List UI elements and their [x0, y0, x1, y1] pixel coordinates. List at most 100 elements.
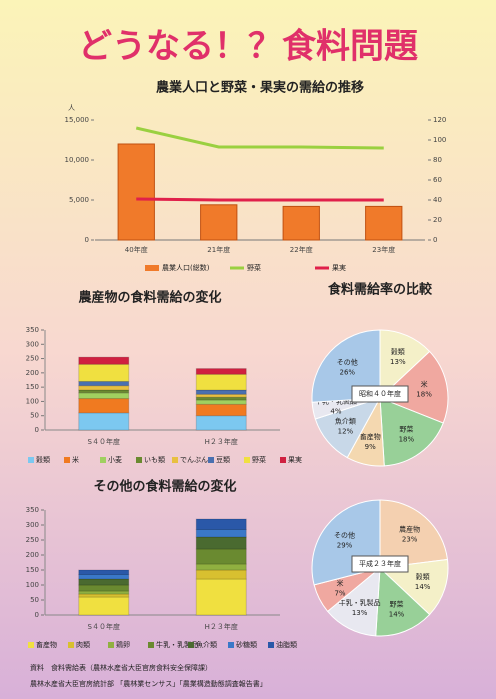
legend-swatch — [244, 457, 250, 463]
bar-segment — [195, 536, 247, 550]
bar-segment — [195, 578, 247, 616]
y-tick-label: 10,000 — [65, 156, 90, 164]
pie-slice — [311, 329, 381, 403]
y-tick-label: 300 — [26, 340, 39, 348]
y-tick-label: 50 — [30, 412, 39, 420]
slice-label: 野菜 — [399, 424, 413, 433]
slice-label: その他 — [334, 530, 355, 539]
bar — [365, 205, 403, 241]
slice-label: 米 — [337, 578, 344, 587]
legend-swatch — [28, 642, 34, 648]
x-tick-label: H２３年度 — [205, 622, 238, 631]
x-tick-label: S４０年度 — [88, 622, 120, 631]
slice-label: 牛乳・乳製品 — [339, 598, 381, 607]
legend-swatch — [100, 457, 106, 463]
slice-value: 7% — [334, 589, 345, 597]
y-tick-label: 0 — [35, 611, 39, 619]
pie-slice — [379, 397, 444, 467]
y-tick-label: 150 — [26, 383, 39, 391]
y-tick-label: 0 — [433, 236, 437, 244]
bar-segment — [195, 403, 247, 417]
y-tick-label: 0 — [35, 426, 39, 434]
slice-value: 13% — [352, 609, 368, 617]
bar-segment — [195, 399, 247, 405]
bar-segment — [195, 569, 247, 580]
pie-slice — [326, 566, 381, 637]
y-tick-label: 100 — [26, 581, 39, 589]
legend-label: 肉類 — [76, 640, 90, 649]
legend-swatch — [136, 457, 142, 463]
slice-label: 農産物 — [399, 524, 420, 533]
bar-segment — [78, 398, 130, 414]
y-tick-label: 20 — [433, 216, 442, 224]
x-tick-label: 22年度 — [290, 245, 313, 254]
bar-segment — [78, 578, 130, 586]
y-tick-label: 15,000 — [65, 116, 90, 124]
source: 資料 食料需給表（農林水産省大臣官房食料安全保障課） — [30, 663, 212, 672]
legend-swatch — [108, 642, 114, 648]
y-tick-label: 250 — [26, 536, 39, 544]
y-tick-label: 80 — [433, 156, 442, 164]
x-tick-label: 23年度 — [372, 245, 395, 254]
slice-value: 12% — [338, 428, 354, 436]
slice-label: その他 — [337, 357, 358, 366]
legend-label: 豆類 — [216, 455, 230, 464]
legend-swatch — [208, 457, 214, 463]
legend-swatch — [145, 265, 159, 271]
y-tick-label: 350 — [26, 506, 39, 514]
y-tick-label: 150 — [26, 566, 39, 574]
slice-label: 畜産物 — [360, 432, 381, 441]
slice-label: 野菜 — [390, 600, 404, 609]
bar — [282, 205, 320, 241]
slice-value: 14% — [415, 583, 431, 591]
pie-slice — [378, 558, 449, 616]
y-tick-label: 120 — [433, 116, 446, 124]
poster-title: どうなる！？食料問題 — [78, 27, 418, 67]
slice-value: 26% — [340, 368, 356, 376]
pie-title: 平成２３年度 — [359, 559, 401, 568]
legend-label: でんぷん — [180, 456, 208, 464]
bar-segment — [195, 368, 247, 375]
pie-title: 昭和４０年度 — [359, 389, 401, 398]
legend-swatch — [228, 642, 234, 648]
line — [136, 197, 384, 202]
bar-segment — [78, 584, 130, 592]
x-tick-label: H２３年度 — [205, 437, 238, 446]
pie-slice — [379, 499, 449, 569]
bar-segment — [195, 529, 247, 538]
slice-value: 23% — [402, 535, 418, 543]
legend-swatch — [280, 457, 286, 463]
source: 農林水産省大臣官房統計部 「農林業センサス」「農業構造動態調査報告書」 — [30, 679, 267, 688]
y-tick-label: 50 — [30, 596, 39, 604]
chart-title: 農業人口と野菜・果実の需給の推移 — [156, 80, 364, 96]
bar-segment — [78, 363, 130, 382]
bar-segment — [78, 569, 130, 575]
legend-label: 米 — [72, 455, 79, 464]
y-tick-label: 0 — [85, 236, 89, 244]
slice-value: 9% — [365, 443, 376, 451]
legend-label: 穀類 — [36, 455, 50, 464]
slice-label: 穀類 — [391, 347, 405, 356]
bar-segment — [195, 373, 247, 391]
line — [135, 126, 384, 150]
legend-label: 野菜 — [252, 455, 266, 464]
pie-heading: 食料需給率の比較 — [328, 282, 433, 298]
slice-label: 米 — [421, 380, 428, 389]
legend-label: いも類 — [144, 455, 165, 464]
legend-label: 砂糖類 — [236, 640, 257, 649]
legend-label: 小麦 — [108, 455, 122, 464]
y-tick-label: 200 — [26, 551, 39, 559]
slice-value: 18% — [416, 391, 432, 399]
slice-value: 14% — [389, 611, 405, 619]
legend-label: 果実 — [288, 455, 302, 464]
y-tick-label: 5,000 — [69, 196, 89, 204]
slice-value: 13% — [390, 358, 406, 366]
slice-value: 18% — [399, 435, 415, 443]
legend-label: 魚介類 — [196, 640, 217, 649]
bar — [117, 143, 155, 241]
bar-segment — [78, 574, 130, 580]
y-tick-label: 60 — [433, 176, 442, 184]
legend-label: 農業人口(総数) — [162, 263, 210, 272]
bar-segment — [195, 518, 247, 530]
legend-label: 畜産物 — [36, 640, 57, 649]
